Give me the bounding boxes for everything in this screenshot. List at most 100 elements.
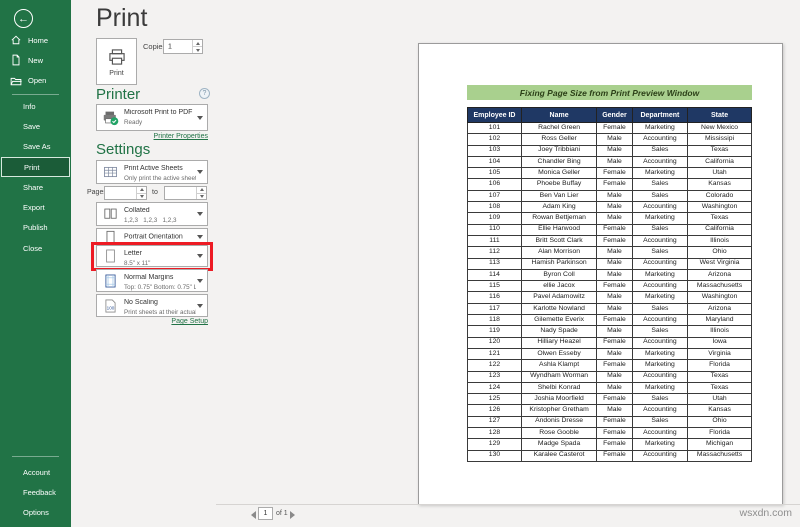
pages-to-label: to xyxy=(152,189,158,196)
next-page-button[interactable] xyxy=(290,511,295,519)
printer-name: Microsoft Print to PDF xyxy=(124,109,193,116)
page-count-label: of 1 xyxy=(276,510,288,517)
table-cell: 122 xyxy=(467,359,522,372)
pages-to-decrement-button[interactable] xyxy=(197,194,206,200)
print-button[interactable]: Print xyxy=(96,38,137,85)
table-row: 103 Joey Tribbiani Male Sales Texas xyxy=(467,144,752,157)
previous-page-button[interactable] xyxy=(251,511,256,519)
table-cell: Female xyxy=(596,223,633,236)
up-arrow-icon xyxy=(139,188,144,192)
column-header-name: Name xyxy=(520,107,598,123)
help-icon[interactable]: ? xyxy=(199,88,210,99)
up-arrow-icon xyxy=(195,41,200,45)
sidebar-item-share[interactable]: Share xyxy=(23,182,44,192)
table-cell: Marketing xyxy=(631,359,689,372)
table-row: 109 Rowan Bettjeman Male Marketing Texas xyxy=(467,212,752,225)
table-cell: New Mexico xyxy=(687,121,752,135)
table-cell: Karalee Casterot xyxy=(520,449,598,462)
orientation-dropdown[interactable]: Portrait Orientation xyxy=(96,228,208,246)
printer-dropdown[interactable]: Microsoft Print to PDF Ready xyxy=(96,104,208,131)
table-cell: Massachusetts xyxy=(687,449,752,462)
table-row: 115 ellie Jacox Female Accounting Massachuse… xyxy=(467,280,752,293)
pages-to-increment-button[interactable] xyxy=(197,187,206,194)
pages-from-stepper[interactable] xyxy=(104,186,147,200)
table-cell: 104 xyxy=(467,155,522,169)
sidebar-item-save[interactable]: Save xyxy=(23,121,41,131)
table-cell: Marketing xyxy=(631,438,689,451)
table-cell: Virginia xyxy=(687,347,752,361)
table-cell: Female xyxy=(596,438,633,451)
table-cell: Sales xyxy=(631,246,689,259)
sidebar-item-feedback[interactable]: Feedback xyxy=(23,488,56,498)
scaling-dropdown[interactable]: 100 No Scaling Print sheets at their act… xyxy=(96,294,208,317)
svg-text:100: 100 xyxy=(107,305,115,310)
table-cell: 109 xyxy=(467,212,522,225)
table-cell: Rowan Bettjeman xyxy=(520,212,598,225)
table-cell: Shelbi Konrad xyxy=(520,381,598,395)
table-cell: Andonis Dresse xyxy=(520,415,598,429)
table-row: 126 Kristopher Gretham Male Accounting Kansa… xyxy=(467,404,752,417)
pages-label: Pages: xyxy=(87,189,109,196)
margins-subtitle: Top: 0.75" Bottom: 0.75" Lef... xyxy=(124,283,196,291)
paper-page-icon xyxy=(102,248,119,265)
pages-from-increment-button[interactable] xyxy=(137,187,146,194)
table-cell: Female xyxy=(596,167,633,180)
margins-dropdown[interactable]: Normal Margins Top: 0.75" Bottom: 0.75" … xyxy=(96,269,208,292)
table-cell: Ellie Harwood xyxy=(520,223,598,236)
back-button[interactable]: ← xyxy=(14,9,33,28)
copies-value: 1 xyxy=(168,43,172,50)
column-header-employee-id: Employee ID xyxy=(467,107,522,123)
table-cell: Byron Coll xyxy=(520,268,598,282)
paper-size-dropdown[interactable]: Letter 8.5" x 11" xyxy=(96,245,208,267)
table-cell: Accounting xyxy=(631,449,689,462)
sidebar-item-export[interactable]: Export xyxy=(23,203,45,213)
worksheet-title-banner: Fixing Page Size from Print Preview Wind… xyxy=(467,85,752,100)
sidebar-item-save-as[interactable]: Save As xyxy=(23,142,51,152)
employee-table: Employee ID Name Gender Department State 101… xyxy=(467,107,752,462)
table-cell: 101 xyxy=(467,121,522,135)
preview-footer-divider xyxy=(216,504,800,505)
sidebar-middle-items: Info Save Save As Print Share Export Publish Cl… xyxy=(0,96,71,258)
margins-title: Normal Margins xyxy=(124,274,174,281)
sidebar-item-open[interactable]: Open xyxy=(0,71,71,91)
table-cell: Male xyxy=(596,133,633,146)
sidebar-item-account[interactable]: Account xyxy=(23,467,51,477)
table-cell: Rose Gooble xyxy=(520,427,598,440)
copies-stepper[interactable]: 1 xyxy=(163,39,203,54)
pdf-printer-icon xyxy=(102,109,119,126)
table-cell: Ross Geller xyxy=(520,133,598,146)
pages-from-decrement-button[interactable] xyxy=(137,194,146,200)
sidebar-item-print[interactable]: Print xyxy=(1,156,70,178)
scaling-subtitle: Print sheets at their actual size xyxy=(124,308,196,316)
printer-icon xyxy=(108,48,125,65)
sidebar-item-options[interactable]: Options xyxy=(23,508,49,518)
table-cell: Male xyxy=(596,189,633,203)
home-icon xyxy=(10,34,22,46)
copies-increment-button[interactable] xyxy=(193,40,202,47)
table-cell: Accounting xyxy=(631,155,689,169)
table-cell: 129 xyxy=(467,438,522,451)
copies-decrement-button[interactable] xyxy=(193,47,202,53)
print-what-dropdown[interactable]: Print Active Sheets Only print the activ… xyxy=(96,160,208,184)
table-row: 104 Chandler Bing Male Accounting California xyxy=(467,155,752,169)
table-cell: Olwen Esseby xyxy=(520,347,598,361)
copies-label: Copies: xyxy=(143,42,169,51)
pages-to-stepper[interactable] xyxy=(164,186,207,200)
printer-properties-link[interactable]: Printer Properties xyxy=(153,133,208,140)
chevron-down-icon xyxy=(197,212,203,216)
table-cell: 114 xyxy=(467,268,522,282)
sidebar-item-new[interactable]: New xyxy=(0,50,71,70)
table-cell: Phoebe Buffay xyxy=(520,178,598,191)
table-cell: Male xyxy=(596,302,633,316)
page-setup-link[interactable]: Page Setup xyxy=(171,318,208,325)
table-row: 118 Gilemette Everix Female Accounting Maryl… xyxy=(467,314,752,327)
collation-dropdown[interactable]: Collated 1,2,3 1,2,3 1,2,3 xyxy=(96,202,208,226)
table-cell: Male xyxy=(596,246,633,259)
sidebar-item-home[interactable]: Home xyxy=(0,30,71,50)
table-row: 125 Joshia Moorfield Female Sales Utah xyxy=(467,393,752,406)
page-number-input[interactable] xyxy=(258,507,273,520)
table-cell: Colorado xyxy=(687,189,752,203)
sidebar-item-close[interactable]: Close xyxy=(23,243,43,253)
sidebar-item-info[interactable]: Info xyxy=(23,101,36,111)
sidebar-item-publish[interactable]: Publish xyxy=(23,223,48,233)
